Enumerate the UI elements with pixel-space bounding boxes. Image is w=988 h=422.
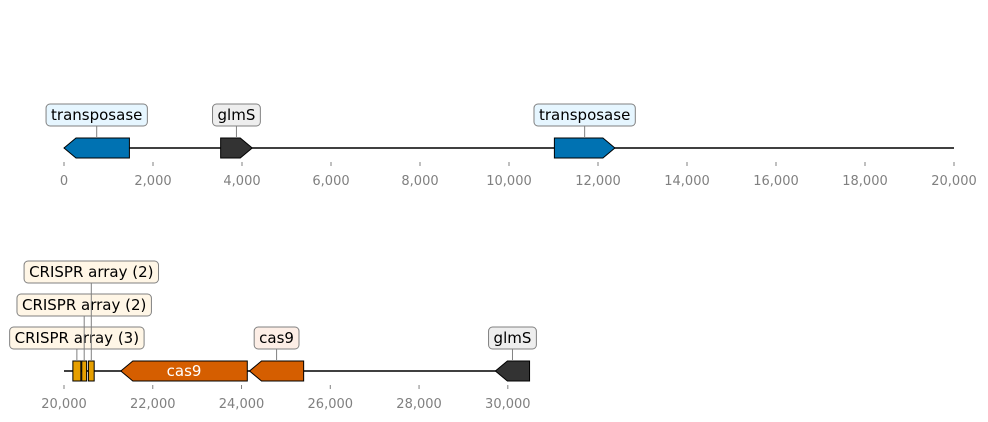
feature-label: CRISPR array (3) xyxy=(15,329,139,347)
tick-label: 20,000 xyxy=(931,174,977,189)
tick-label: 14,000 xyxy=(664,174,710,189)
tick-label: 26,000 xyxy=(308,397,354,412)
label-box xyxy=(23,260,160,284)
feature-label: transposase xyxy=(539,106,630,124)
feature-label: glmS xyxy=(494,329,532,347)
tick-label: 2,000 xyxy=(134,174,171,189)
feature-cas9 xyxy=(248,360,305,382)
feature-label: transposase xyxy=(51,106,142,124)
tick-label: 10,000 xyxy=(486,174,532,189)
tick-label: 28,000 xyxy=(396,397,442,412)
tick-label: 6,000 xyxy=(312,174,349,189)
tick-label: 18,000 xyxy=(842,174,888,189)
track-2: 20,000 22,000 24,000 26,000 28,000 30,000 CRIS… xyxy=(9,260,537,412)
feature-label: cas9 xyxy=(259,329,294,347)
label-box xyxy=(16,293,152,317)
tick-label: 8,000 xyxy=(401,174,438,189)
tick-label: 12,000 xyxy=(575,174,621,189)
label-box xyxy=(533,103,636,127)
feature-glms xyxy=(220,137,254,159)
label-box xyxy=(212,103,261,127)
tick-label: 0 xyxy=(60,174,68,189)
tick-label: 16,000 xyxy=(753,174,799,189)
feature-label: CRISPR array (2) xyxy=(29,263,153,281)
label-box xyxy=(9,326,145,350)
feature-cas9 xyxy=(120,360,248,382)
feature-crispr-array xyxy=(81,360,88,382)
track-1: 0 2,000 4,000 6,000 8,000 10,000 12,000 14,000 1… xyxy=(45,103,977,189)
feature-transposase xyxy=(63,137,130,159)
feature-glms xyxy=(494,360,531,382)
feature-label: glmS xyxy=(218,106,256,124)
tick-label: 30,000 xyxy=(485,397,531,412)
feature-label: CRISPR array (2) xyxy=(22,296,146,314)
tick-label: 24,000 xyxy=(219,397,265,412)
feature-transposase xyxy=(553,137,616,159)
tick-label: 20,000 xyxy=(41,397,87,412)
tick-label: 4,000 xyxy=(223,174,260,189)
label-box xyxy=(45,103,148,127)
label-box xyxy=(253,326,300,350)
feature-crispr-array xyxy=(87,360,95,382)
feature-crispr-array xyxy=(72,360,82,382)
label-box xyxy=(488,326,537,350)
feature-label: cas9 xyxy=(167,362,202,380)
tick-label: 22,000 xyxy=(130,397,176,412)
